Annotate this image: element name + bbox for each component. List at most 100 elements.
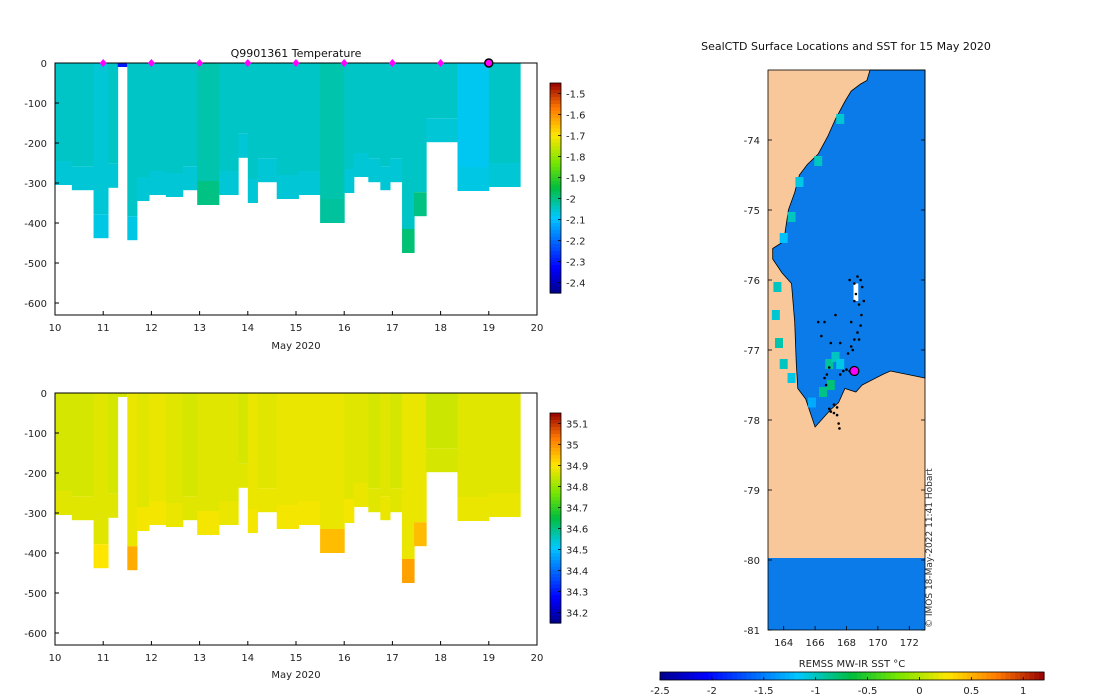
colorbar-step [550,528,561,533]
imos-credit: © IMOS 18-May-2022 11:41 Hobart [925,468,935,628]
map-y-tick-label: -77 [744,346,760,357]
sst-colorbar-step [976,672,983,680]
profile-cell-1 [71,393,95,497]
seal-location-point [853,282,856,285]
colorbar-step [550,605,561,610]
seal-location-point [859,278,862,282]
colorbar-step [550,289,561,294]
colorbar-step [550,184,561,189]
profile-cell-deep-6 [136,507,150,531]
profile-cell-deep-9 [182,166,198,191]
x-tick-label: 14 [241,653,254,664]
colorbar-tick-label: -2.1 [566,216,586,227]
sst-colorbar-step [996,672,1002,680]
colorbar-step [550,191,561,196]
sst-colorbar-step [828,672,834,680]
sst-colorbar: -2.5 -2 -1.5 -1 -0.5 0 0.5 1 [650,671,1045,697]
colorbar-step [550,205,561,210]
profile-cell-17 [320,393,345,529]
profile-cell-22 [389,393,403,489]
sst-colorbar-step [717,672,723,680]
profile-cell-deep-7 [148,171,167,195]
colorbar-tick-label: -1.9 [566,174,586,185]
colorbar-step [550,258,561,263]
sst-colorbar-step [991,672,997,680]
colorbar-step [550,437,561,442]
seal-location-point [853,299,856,303]
profile-surface-marker [437,59,445,67]
profile-cell-26 [457,63,490,167]
colorbar-step [550,595,561,600]
profile-cell-deep-23 [402,559,415,583]
x-tick-label: 16 [338,323,351,334]
seal-location-point [837,422,840,425]
seal-location-point [853,338,856,341]
sst-colorbar-step [1010,672,1016,680]
salinity-x-label: May 2020 [271,670,320,681]
x-tick-label: 14 [241,323,254,334]
sst-colorbar-step [938,672,944,680]
profile-cell-deep-21 [380,166,391,191]
colorbar-step [550,588,561,593]
seal-location-point [860,285,864,289]
sst-colorbar-step [722,672,728,680]
colorbar-step [550,598,561,603]
profile-surface-marker [196,59,204,67]
colorbar-step [550,170,561,175]
profile-cell-deep-12 [238,133,249,158]
colorbar-step [550,609,561,614]
sst-colorbar-step [679,672,685,680]
profile-cell-24 [414,393,427,523]
colorbar-tick-label: 34.8 [566,483,588,494]
sst-colorbar-step [933,672,939,680]
sst-cell-13 [836,359,845,369]
x-tick-label: 18 [434,653,447,664]
seal-location-point [838,341,842,345]
profile-cell-deep-19 [353,153,369,177]
seal-location-point [862,299,866,303]
profile-cell-23 [402,63,415,229]
colorbar-tick-label: -1.7 [566,132,586,143]
colorbar-step [550,577,561,582]
profile-cell-11 [218,393,239,501]
profile-cell-deep-20 [368,488,381,513]
colorbar-step [550,549,561,554]
colorbar-tick-label: -2 [566,195,576,206]
colorbar-step [550,416,561,421]
colorbar-step [550,486,561,491]
sst-colorbar-step [688,672,695,680]
sst-colorbar-step [756,672,762,680]
colorbar-step [550,188,561,193]
sst-colorbar-step [799,672,805,680]
colorbar-step [550,212,561,217]
sst-colorbar-step [1020,672,1026,680]
sst-colorbar-step [751,672,757,680]
seal-location-point [849,345,853,348]
profile-cell-0 [55,393,73,491]
colorbar-step [550,434,561,439]
seal-location-point [835,406,839,409]
sst-colorbar-step [1029,672,1035,680]
colorbar-step [550,430,561,435]
y-tick-label: -500 [24,589,47,600]
colorbar-step [550,163,561,168]
profile-cell-10 [197,63,220,181]
seal-location-point [849,320,853,324]
profile-cell-deep-22 [389,488,403,513]
seal-location-point [823,376,826,380]
colorbar-step [550,167,561,172]
colorbar-step [550,149,561,154]
colorbar-step [550,282,561,287]
x-tick-label: 11 [97,323,110,334]
colorbar-step [550,602,561,607]
colorbar-step [550,195,561,200]
colorbar-frame [549,82,562,294]
sst-cell-11 [818,387,827,397]
colorbar-step [550,518,561,523]
colorbar-step [550,177,561,182]
profile-cell-21 [380,393,391,497]
x-tick-label: 19 [482,323,495,334]
colorbar-step [550,465,561,470]
profile-cell-deep-9 [182,496,198,521]
colorbar-step [550,469,561,474]
